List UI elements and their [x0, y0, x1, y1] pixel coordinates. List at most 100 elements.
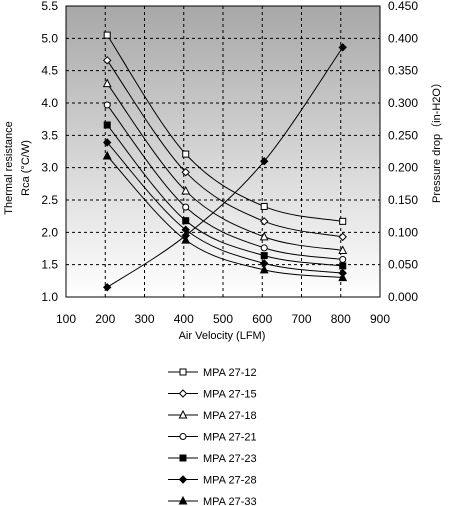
data-point [182, 150, 190, 158]
legend-item: MPA 27-33 [168, 495, 257, 506]
y-left-tick-label: 5.5 [41, 0, 58, 13]
y-right-tick-labels: 0.000 0.050 0.100 0.150 0.200 0.250 0.300 0.350… [388, 0, 418, 304]
legend-item: MPA 27-12 [168, 367, 257, 379]
data-point [102, 78, 112, 88]
y-right-axis-label: Pressure drop（in-H2O） [430, 77, 443, 203]
series-line [106, 124, 343, 267]
x-tick-label: 100 [56, 312, 76, 326]
y-left-tick-label: 3.0 [41, 161, 58, 175]
y-right-tick-label: 0.200 [388, 161, 418, 175]
x-tick-label: 600 [252, 312, 272, 326]
legend-label: MPA 27-33 [203, 496, 257, 506]
legend-label: MPA 27-12 [203, 367, 257, 379]
y-left-tick-label: 2.0 [41, 225, 58, 239]
grid [66, 6, 380, 297]
y-right-tick-label: 0.000 [388, 290, 418, 304]
series-layer [102, 31, 348, 292]
data-point [181, 167, 190, 177]
x-tick-label: 300 [134, 312, 154, 326]
data-point [339, 262, 347, 270]
data-point [103, 56, 112, 65]
data-point [103, 283, 112, 292]
data-point [102, 150, 112, 160]
legend-marker [178, 495, 188, 505]
data-point [103, 121, 111, 129]
data-point [103, 101, 111, 109]
series-mpa-27-15 [103, 56, 347, 242]
series-mpa-27-12 [103, 31, 347, 225]
data-point [260, 156, 269, 166]
legend-item: MPA 27-15 [168, 389, 257, 401]
series-pressure-drop [103, 43, 347, 292]
y-right-tick-label: 0.350 [388, 64, 418, 78]
y-right-tick-label: 0.300 [388, 96, 418, 110]
y-right-tick-label: 0.400 [388, 31, 418, 45]
data-point [260, 252, 268, 260]
data-point [260, 244, 268, 252]
legend-marker [178, 409, 188, 419]
legend-marker [179, 368, 187, 376]
y-right-tick-label: 0.100 [388, 225, 418, 239]
y-left-tick-labels: 1.0 1.5 2.0 2.5 3.0 3.5 4.0 4.5 5.0 5.5 [41, 0, 58, 304]
legend-marker [179, 454, 187, 462]
series-line [106, 155, 343, 279]
y-left-axis-label-line1: Thermal resistance [3, 121, 15, 215]
data-point [338, 272, 348, 282]
x-tick-label: 700 [291, 312, 311, 326]
y-left-axis-label-line2: Rca (°C/W) [20, 140, 32, 196]
legend-marker [178, 389, 188, 398]
series-mpa-27-21 [103, 101, 347, 263]
data-point [103, 138, 112, 147]
data-point [181, 185, 191, 195]
legend-item: MPA 27-28 [168, 475, 257, 487]
y-right-tick-label: 0.450 [388, 0, 418, 13]
x-tick-labels: 100 200 300 400 500 600 700 800 900 [56, 312, 390, 326]
series-line [106, 47, 344, 288]
legend-label: MPA 27-28 [203, 475, 257, 487]
legend-marker [178, 475, 188, 484]
x-tick-label: 400 [174, 312, 194, 326]
x-tick-label: 800 [331, 312, 351, 326]
legend-marker [179, 433, 187, 440]
legend-label: MPA 27-21 [203, 432, 257, 444]
data-point [260, 217, 269, 226]
y-left-tick-label: 2.5 [41, 193, 58, 207]
y-left-tick-label: 1.0 [41, 290, 58, 304]
x-axis-label: Air Velocity (LFM) [179, 330, 266, 342]
legend-item: MPA 27-18 [168, 409, 257, 422]
series-line [106, 60, 343, 238]
x-tick-label: 200 [95, 312, 115, 326]
legend-label: MPA 27-15 [203, 389, 257, 401]
legend-item: MPA 27-23 [168, 453, 257, 465]
data-point [259, 231, 269, 241]
y-right-tick-label: 0.050 [388, 258, 418, 272]
data-point [181, 231, 190, 240]
x-tick-label: 900 [370, 312, 390, 326]
legend: MPA 27-12 MPA 27-15 MPA 27-18 MPA 27-21 MPA … [168, 367, 257, 506]
data-point [260, 202, 268, 210]
y-left-tick-label: 5.0 [41, 31, 58, 45]
x-tick-label: 500 [213, 312, 233, 326]
series-line [106, 142, 343, 274]
series-mpa-27-23 [103, 121, 347, 270]
y-left-tick-label: 1.5 [41, 258, 58, 272]
data-point [259, 264, 269, 274]
data-point [338, 245, 348, 254]
series-line [106, 104, 343, 260]
data-point [338, 232, 347, 242]
legend-item: MPA 27-21 [168, 432, 257, 444]
y-left-tick-label: 4.0 [41, 96, 58, 110]
data-point [339, 255, 347, 263]
series-mpa-27-28 [103, 138, 347, 278]
y-right-tick-label: 0.150 [388, 193, 418, 207]
data-point [103, 31, 111, 39]
data-point [339, 217, 347, 225]
legend-label: MPA 27-18 [203, 410, 257, 422]
legend-label: MPA 27-23 [203, 453, 257, 465]
data-point [182, 217, 190, 225]
data-point [338, 43, 347, 52]
series-line [106, 34, 343, 222]
y-left-tick-label: 4.5 [41, 64, 58, 78]
data-point [182, 203, 190, 211]
